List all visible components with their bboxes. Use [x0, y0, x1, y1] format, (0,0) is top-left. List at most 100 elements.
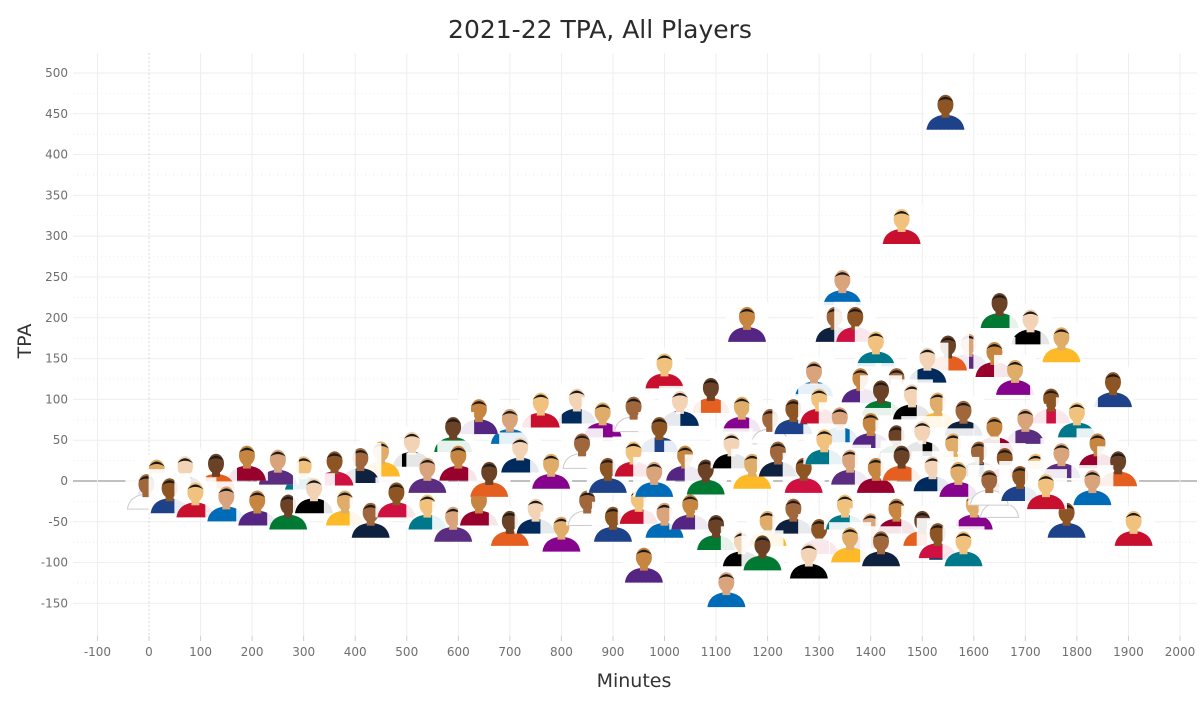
hair-shape — [831, 409, 848, 415]
neck-shape — [474, 508, 483, 514]
neck-shape — [356, 466, 365, 472]
neck-shape — [1129, 528, 1138, 534]
hair-shape — [1068, 404, 1085, 410]
neck-shape — [242, 463, 251, 469]
neck-shape — [572, 406, 581, 412]
hair-shape — [269, 451, 286, 457]
x-tick-label: 1700 — [1010, 645, 1041, 659]
neck-shape — [789, 417, 798, 423]
hair-shape — [635, 549, 652, 555]
hair-shape — [862, 414, 879, 420]
jersey-shape — [593, 526, 632, 542]
jersey-shape — [459, 510, 498, 526]
jersey-shape — [532, 473, 571, 489]
hair-shape — [419, 459, 436, 465]
y-tick-label: 50 — [53, 433, 68, 447]
jersey-shape — [470, 481, 509, 497]
jersey-shape — [207, 506, 246, 522]
hair-shape — [888, 370, 905, 376]
neck-shape — [1114, 469, 1123, 475]
hair-shape — [970, 443, 987, 449]
player-headshot-point — [1024, 469, 1067, 510]
hair-shape — [295, 458, 312, 464]
jersey-shape — [926, 114, 965, 130]
neck-shape — [846, 545, 855, 551]
hair-shape — [785, 500, 802, 506]
hair-shape — [733, 398, 750, 404]
x-tick-label: 1900 — [1113, 645, 1144, 659]
neck-shape — [809, 379, 818, 385]
hair-shape — [568, 390, 585, 396]
player-headshot-point — [457, 394, 500, 435]
hair-shape — [594, 404, 611, 410]
player-headshot-point — [1112, 505, 1155, 546]
x-tick-label: 900 — [601, 645, 624, 659]
hair-shape — [1037, 476, 1054, 482]
hair-shape — [656, 504, 673, 510]
neck-shape — [742, 324, 751, 330]
jersey-shape — [434, 526, 473, 542]
jersey-shape — [944, 551, 983, 567]
jersey-shape — [789, 563, 828, 579]
neck-shape — [1057, 461, 1066, 467]
hair-shape — [842, 529, 859, 535]
hair-shape — [986, 419, 1003, 425]
x-tick-label: 600 — [447, 645, 470, 659]
hair-shape — [651, 419, 668, 425]
hair-shape — [697, 461, 714, 467]
jersey-shape — [439, 465, 478, 481]
jersey-shape — [501, 457, 540, 473]
neck-shape — [866, 430, 875, 436]
x-tick-label: 1600 — [959, 645, 990, 659]
x-tick-label: 100 — [189, 645, 212, 659]
hair-shape — [888, 500, 905, 506]
neck-shape — [547, 471, 556, 477]
hair-shape — [924, 458, 941, 464]
neck-shape — [923, 365, 932, 371]
neck-shape — [985, 488, 994, 494]
player-headshot-point — [406, 452, 449, 493]
hair-shape — [177, 458, 194, 464]
hair-shape — [1104, 374, 1121, 380]
player-headshot-point — [530, 448, 573, 489]
hair-shape — [326, 453, 343, 459]
hair-shape — [625, 443, 642, 449]
hair-shape — [419, 496, 436, 502]
hair-shape — [708, 516, 725, 522]
neck-shape — [1062, 520, 1071, 526]
neck-shape — [766, 426, 775, 432]
hair-shape — [950, 463, 967, 469]
neck-shape — [1072, 420, 1081, 426]
jersey-shape — [743, 555, 782, 571]
neck-shape — [253, 508, 262, 514]
neck-shape — [892, 516, 901, 522]
neck-shape — [505, 426, 514, 432]
hair-shape — [604, 508, 621, 514]
x-tick-label: 1200 — [752, 645, 783, 659]
hair-shape — [1110, 453, 1127, 459]
neck-shape — [650, 479, 659, 485]
jersey-shape — [490, 530, 529, 546]
neck-shape — [789, 516, 798, 522]
y-tick-label: 350 — [45, 188, 68, 202]
hair-shape — [543, 455, 560, 461]
x-tick-label: 1400 — [855, 645, 886, 659]
neck-shape — [629, 414, 638, 420]
x-tick-label: 500 — [395, 645, 418, 659]
y-tick-label: -100 — [41, 556, 68, 570]
y-axis-title: TPA — [14, 324, 36, 360]
hair-shape — [532, 394, 549, 400]
hair-shape — [574, 435, 591, 441]
data-points — [125, 89, 1155, 608]
jersey-shape — [831, 547, 870, 563]
neck-shape — [954, 479, 963, 485]
hair-shape — [816, 431, 833, 437]
hair-shape — [1027, 455, 1044, 461]
hair-shape — [996, 450, 1013, 456]
hair-shape — [718, 574, 735, 580]
hair-shape — [937, 96, 954, 102]
x-tick-label: 1100 — [701, 645, 732, 659]
neck-shape — [706, 395, 715, 401]
neck-shape — [941, 112, 950, 118]
player-headshot-point — [540, 511, 583, 552]
